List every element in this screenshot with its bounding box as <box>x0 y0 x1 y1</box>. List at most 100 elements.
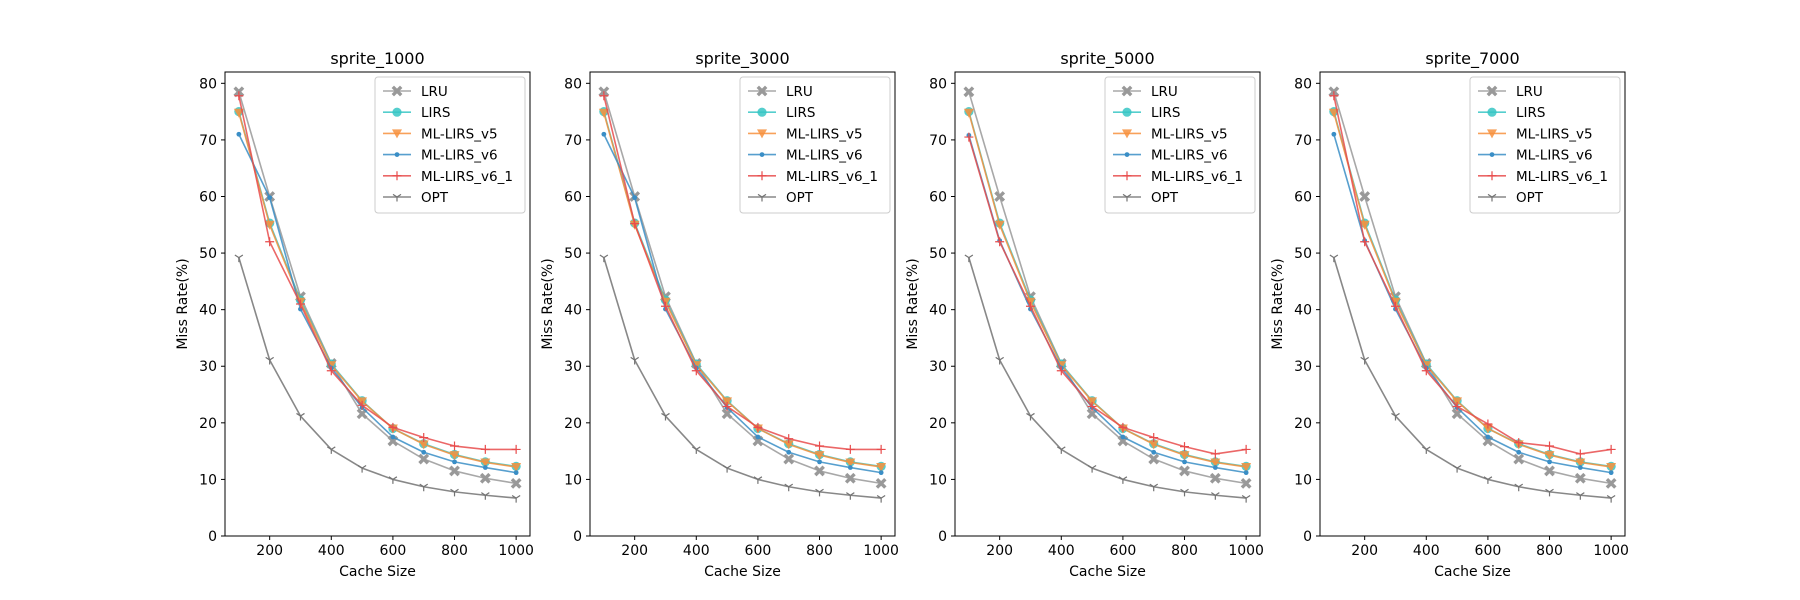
legend-entry-ml-lirs-v6-1: ML-LIRS_v6_1 <box>748 169 878 185</box>
legend-entry-ml-lirs-v6-1: ML-LIRS_v6_1 <box>1478 169 1608 185</box>
data-point <box>661 412 670 421</box>
data-point <box>388 422 398 432</box>
x-tick-label: 200 <box>256 543 283 559</box>
chart-panel-4: sprite_7000 200 400 600 800 1000 0 10 20 30 40 50 60… <box>1270 49 1629 580</box>
y-tick-label: 0 <box>573 529 582 545</box>
data-point <box>598 108 609 118</box>
series-line <box>603 133 882 474</box>
y-axis-label: Miss Rate(%) <box>175 258 191 349</box>
legend-label: ML-LIRS_v5 <box>421 126 498 142</box>
legend-box <box>739 76 891 214</box>
data-point <box>1545 488 1554 497</box>
legend-marker <box>391 85 403 97</box>
series-ml-lirs-v6-1 <box>234 91 521 454</box>
y-tick-label: 60 <box>564 189 582 205</box>
data-point <box>878 470 884 476</box>
data-point <box>511 494 521 503</box>
chart-title: sprite_5000 <box>1060 49 1154 69</box>
legend-entry-lirs: LIRS <box>1113 105 1180 121</box>
data-point <box>1608 470 1614 476</box>
legend-marker <box>1487 129 1497 139</box>
data-point <box>513 470 519 476</box>
chart-title: sprite_3000 <box>695 49 789 69</box>
data-point <box>479 472 491 484</box>
data-point <box>1087 464 1097 473</box>
chart-panel-3: sprite_5000 200 400 600 800 1000 0 10 20 30 40 50 60… <box>905 49 1264 580</box>
data-point <box>1118 422 1128 432</box>
x-tick-label: 200 <box>986 543 1013 559</box>
data-point <box>876 444 886 454</box>
series-line <box>968 91 1247 485</box>
legend-entry-lru: LRU <box>1478 84 1543 100</box>
data-point <box>1576 492 1585 500</box>
legend-label: ML-LIRS_v6_1 <box>786 169 878 185</box>
legend-marker <box>1124 152 1130 158</box>
x-tick-label: 1000 <box>498 543 534 559</box>
y-tick-label: 40 <box>1294 303 1312 319</box>
series-line <box>968 112 1247 468</box>
legend-marker <box>1121 85 1133 97</box>
y-axis-label: Miss Rate(%) <box>905 258 921 349</box>
legend-entry-opt: OPT <box>748 190 814 206</box>
y-tick-label: 50 <box>929 246 947 262</box>
data-point <box>419 433 429 443</box>
x-tick-label: 400 <box>683 543 710 559</box>
y-tick-label: 60 <box>929 189 947 205</box>
x-tick-label: 800 <box>441 543 468 559</box>
data-point <box>876 462 887 472</box>
legend-marker <box>1122 107 1132 117</box>
data-point <box>1087 401 1097 411</box>
chart-panel-2: sprite_3000 200 400 600 800 1000 0 10 20 30 40 50 60… <box>540 49 899 580</box>
data-point <box>755 434 761 440</box>
data-point <box>964 132 974 142</box>
data-point <box>1547 459 1552 465</box>
x-axis-label: Cache Size <box>1069 564 1146 580</box>
y-tick-label: 10 <box>1294 472 1312 488</box>
data-point <box>421 449 427 455</box>
data-point <box>599 254 609 263</box>
legend-entry-ml-lirs-v6-1: ML-LIRS_v6_1 <box>1113 169 1243 185</box>
y-tick-label: 30 <box>1294 359 1312 375</box>
legend-label: OPT <box>421 190 449 206</box>
legend-marker <box>757 193 767 202</box>
data-point <box>1243 470 1249 476</box>
data-point <box>1151 449 1157 455</box>
data-point <box>964 254 974 263</box>
data-point <box>1087 397 1098 407</box>
data-point <box>1516 449 1522 455</box>
data-point <box>783 440 794 450</box>
data-point <box>295 299 305 309</box>
data-point <box>1421 366 1431 376</box>
legend-entry-lirs: LIRS <box>383 105 450 121</box>
data-point <box>817 459 822 465</box>
legend-marker <box>1122 171 1132 181</box>
data-point <box>264 220 275 230</box>
data-point <box>815 441 825 451</box>
data-point <box>847 465 853 470</box>
x-axis-label: Cache Size <box>1434 564 1511 580</box>
data-point <box>601 131 607 137</box>
legend-entry-lru: LRU <box>383 84 448 100</box>
legend-marker <box>392 171 402 181</box>
x-tick-label: 600 <box>1110 543 1137 559</box>
y-tick-label: 40 <box>199 303 217 319</box>
data-point <box>1149 483 1159 492</box>
legend-label: LRU <box>421 84 448 100</box>
plot-frame <box>954 71 1261 537</box>
y-tick-label: 10 <box>929 472 947 488</box>
legend-marker <box>1489 152 1495 158</box>
series-line <box>968 257 1247 499</box>
legend-entry-opt: OPT <box>1478 190 1544 206</box>
data-point <box>753 476 763 484</box>
x-tick-label: 200 <box>1351 543 1378 559</box>
y-axis-label: Miss Rate(%) <box>540 258 556 349</box>
data-point <box>1514 438 1524 448</box>
series-opt <box>599 254 886 503</box>
data-point <box>1331 131 1337 137</box>
data-point <box>326 366 336 376</box>
data-point <box>844 472 856 484</box>
plot-frame <box>1319 71 1626 537</box>
y-tick-label: 80 <box>929 76 947 92</box>
y-tick-label: 30 <box>564 359 582 375</box>
data-point <box>419 483 429 492</box>
